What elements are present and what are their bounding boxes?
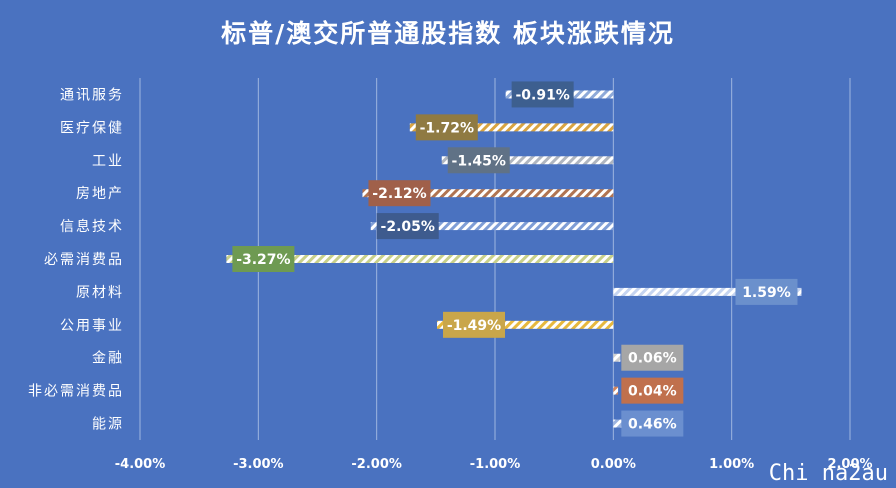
data-label: 0.06% [628,351,677,367]
watermark: Chi na2au [768,461,888,486]
data-label: -1.72% [420,120,474,136]
data-label: -1.45% [452,153,506,169]
data-label-box [735,278,798,305]
x-tick-label: -4.00% [115,457,166,472]
category-label: 医疗保健 [60,120,124,136]
data-label-box [368,180,431,207]
data-label-box [415,114,478,141]
data-label-box [621,344,684,371]
data-label-box [621,377,684,404]
x-tick-label: 0.00% [591,457,636,472]
category-label: 通讯服务 [60,87,124,103]
data-label: -3.27% [236,252,290,268]
data-label: -2.12% [372,186,426,202]
category-label: 房地产 [76,186,124,202]
data-label: -2.05% [381,219,435,235]
bar [226,255,614,263]
data-label: 0.04% [628,384,677,400]
category-label: 非必需消费品 [28,384,124,400]
category-label: 必需消费品 [44,252,124,268]
data-label-box [447,147,510,174]
data-label-box [511,81,574,108]
bar [613,287,802,296]
data-label-box [232,246,295,272]
data-label-box [621,410,684,437]
bar [437,320,614,329]
data-label-box [443,311,506,338]
data-label: -1.49% [447,318,501,334]
x-tick-label: 1.00% [709,457,754,472]
data-label: 0.46% [628,417,677,433]
data-label: -0.91% [515,87,569,103]
x-tick-label: -3.00% [233,457,284,472]
x-tick-label: -1.00% [470,457,521,472]
category-label: 原材料 [76,285,124,301]
bar [370,222,614,231]
data-label: 1.59% [742,285,791,301]
data-label-box [376,213,439,240]
x-tick-label: 2.00% [827,457,872,472]
category-label: 公用事业 [60,318,124,334]
category-label: 工业 [92,153,124,169]
bar [613,386,619,395]
category-label: 信息技术 [60,218,124,235]
bar [441,156,614,165]
category-label: 能源 [92,417,124,433]
chart-title: 标普/澳交所普通股指数 板块涨跌情况 [221,19,675,48]
x-tick-label: -2.00% [351,457,402,472]
bar [409,123,614,132]
category-label: 金融 [92,351,124,367]
bar [613,353,621,362]
bar [362,189,614,198]
